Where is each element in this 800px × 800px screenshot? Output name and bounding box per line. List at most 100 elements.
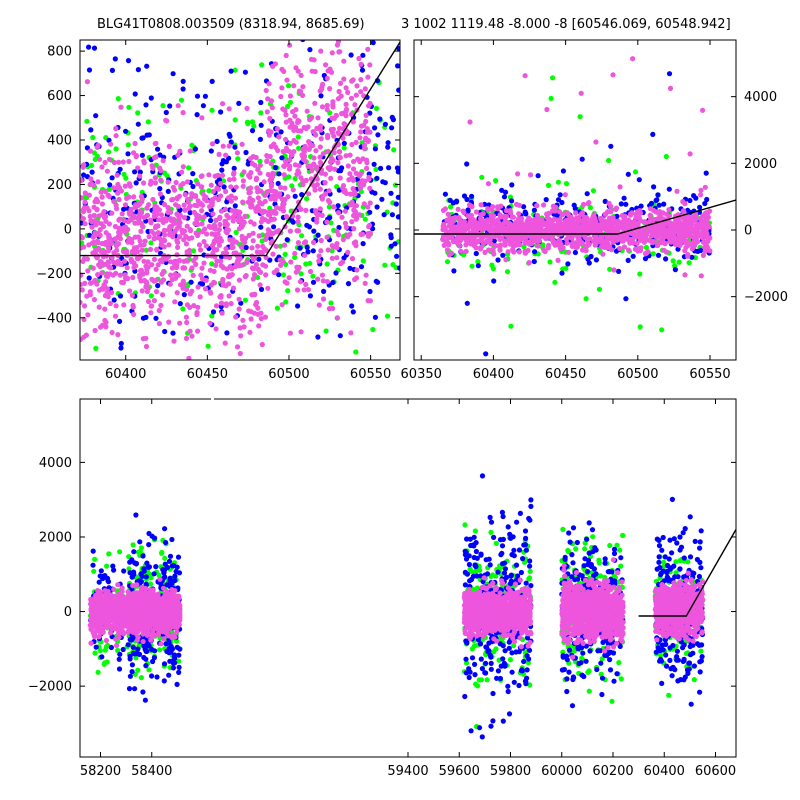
data-point bbox=[661, 559, 667, 565]
data-point bbox=[544, 211, 550, 217]
data-point bbox=[326, 204, 332, 210]
data-point bbox=[582, 546, 588, 552]
data-point bbox=[204, 8, 209, 13]
data-point bbox=[187, 148, 193, 154]
data-point bbox=[238, 216, 244, 222]
data-point bbox=[367, 185, 373, 191]
data-point bbox=[168, 209, 174, 215]
data-point bbox=[317, 154, 323, 160]
data-point bbox=[345, 281, 352, 287]
data-point bbox=[325, 198, 331, 204]
data-point bbox=[154, 209, 160, 215]
data-point bbox=[240, 178, 246, 184]
data-point bbox=[666, 213, 673, 219]
data-point bbox=[211, 240, 217, 246]
data-point bbox=[176, 234, 183, 240]
data-point bbox=[161, 255, 167, 262]
data-point bbox=[502, 189, 509, 195]
data-point bbox=[113, 146, 119, 152]
data-point bbox=[139, 152, 145, 158]
data-point bbox=[385, 21, 390, 26]
data-point bbox=[653, 197, 659, 204]
data-point bbox=[243, 235, 249, 241]
data-point bbox=[507, 657, 513, 663]
data-point bbox=[310, 142, 316, 149]
data-point bbox=[372, 146, 378, 152]
data-point bbox=[578, 211, 584, 217]
data-point bbox=[347, 202, 353, 208]
data-point bbox=[614, 542, 620, 548]
data-point bbox=[552, 279, 558, 285]
data-point bbox=[253, 175, 260, 181]
data-point bbox=[510, 246, 516, 252]
data-point bbox=[223, 250, 230, 256]
data-point bbox=[307, 293, 313, 299]
data-point bbox=[239, 262, 245, 268]
data-point bbox=[446, 223, 452, 229]
data-point bbox=[701, 219, 707, 225]
data-point bbox=[367, 200, 373, 206]
data-point bbox=[162, 238, 168, 244]
data-point bbox=[611, 267, 617, 273]
data-point bbox=[258, 249, 264, 255]
data-point bbox=[303, 261, 309, 267]
data-point bbox=[186, 355, 192, 360]
data-point bbox=[351, 158, 357, 165]
data-point bbox=[293, 65, 299, 71]
data-point bbox=[670, 258, 676, 264]
data-point bbox=[143, 343, 150, 350]
data-point bbox=[367, 62, 373, 68]
data-point bbox=[174, 237, 180, 243]
data-point bbox=[683, 230, 689, 236]
data-point bbox=[125, 642, 131, 648]
data-point bbox=[181, 202, 187, 208]
data-point bbox=[561, 225, 567, 231]
data-point bbox=[270, 251, 276, 257]
data-point bbox=[129, 662, 135, 668]
data-point bbox=[338, 93, 344, 99]
data-point bbox=[598, 671, 604, 677]
data-point bbox=[621, 244, 628, 250]
data-point bbox=[98, 568, 104, 574]
data-point bbox=[616, 268, 622, 274]
y-tick-label: 400 bbox=[47, 134, 72, 149]
data-point bbox=[128, 210, 134, 216]
data-point bbox=[349, 78, 355, 84]
data-point bbox=[81, 244, 87, 250]
data-point bbox=[151, 231, 157, 237]
data-point bbox=[683, 650, 690, 657]
data-point bbox=[100, 575, 106, 582]
data-point bbox=[478, 202, 484, 208]
data-point bbox=[175, 272, 181, 278]
data-point bbox=[101, 249, 108, 255]
data-point bbox=[271, 224, 277, 230]
data-point bbox=[115, 181, 121, 188]
data-point bbox=[394, 165, 400, 171]
data-point bbox=[158, 212, 164, 218]
data-point bbox=[468, 241, 474, 247]
data-point bbox=[656, 240, 663, 246]
data-point bbox=[165, 254, 172, 260]
data-point bbox=[472, 528, 478, 534]
data-point bbox=[180, 265, 186, 271]
data-point bbox=[295, 303, 301, 309]
data-point bbox=[297, 30, 302, 35]
panel-right-title: 3 1002 1119.48 -8.000 -8 [60546.069, 605… bbox=[401, 17, 731, 32]
data-point bbox=[229, 245, 235, 251]
data-point bbox=[653, 234, 659, 240]
data-point bbox=[272, 61, 278, 67]
data-point bbox=[354, 267, 360, 273]
data-point bbox=[248, 204, 254, 210]
data-point bbox=[649, 217, 655, 223]
data-point bbox=[90, 265, 96, 271]
data-point bbox=[267, 115, 273, 122]
data-point bbox=[138, 210, 145, 216]
data-point bbox=[367, 129, 373, 135]
data-point bbox=[374, 175, 380, 181]
data-point bbox=[267, 153, 273, 160]
data-point bbox=[298, 128, 304, 134]
data-point bbox=[253, 302, 259, 308]
data-point bbox=[82, 190, 88, 196]
data-point bbox=[601, 226, 607, 232]
